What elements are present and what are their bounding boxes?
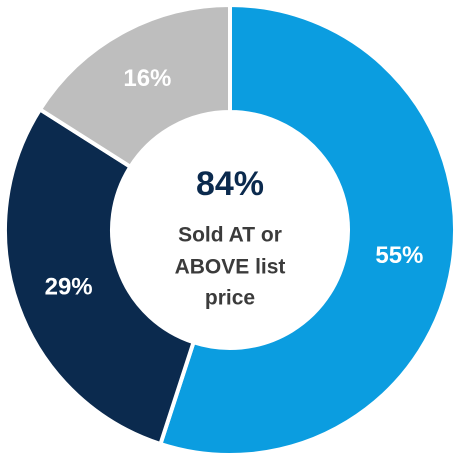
donut	[3, 2, 454, 457]
donut-segment	[3, 106, 197, 447]
center-value: 84%	[196, 165, 264, 203]
center-line: Sold AT or	[178, 224, 282, 247]
center-line: price	[205, 287, 255, 310]
donut-segment	[157, 2, 454, 457]
value-label: 16%	[123, 65, 171, 92]
value-label: 55%	[375, 242, 423, 269]
center-line: ABOVE list	[175, 256, 286, 279]
value-label: 29%	[45, 273, 93, 300]
donut-segment	[37, 2, 232, 170]
